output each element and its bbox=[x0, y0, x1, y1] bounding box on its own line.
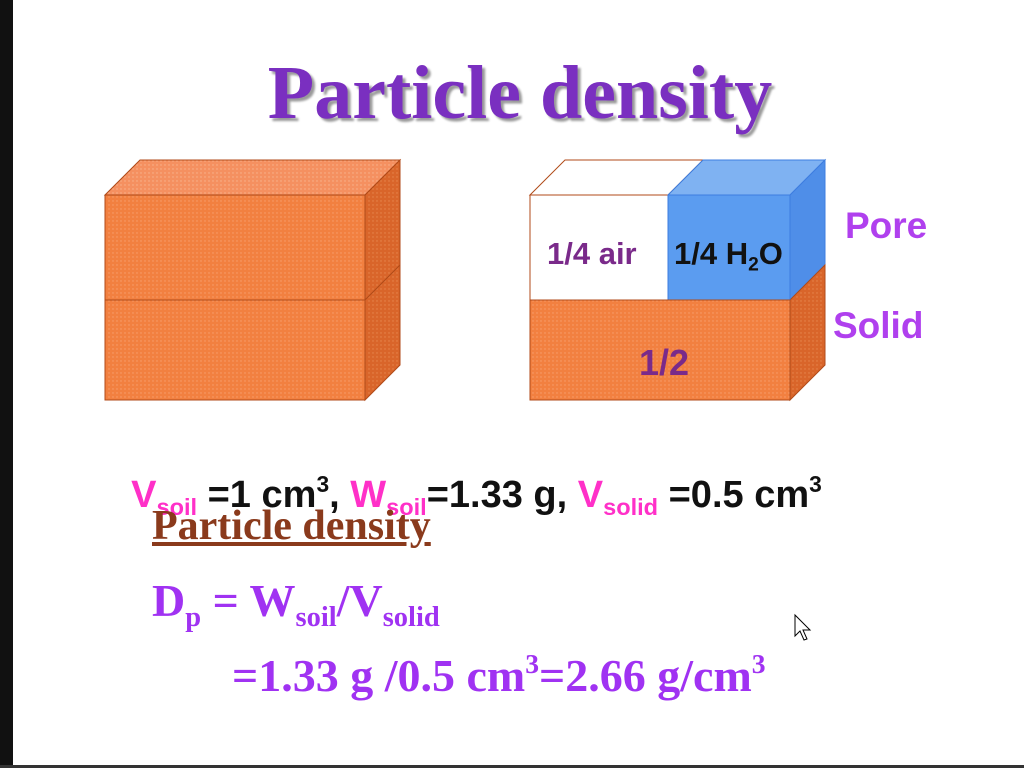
symbol: V bbox=[577, 473, 604, 516]
text: = W bbox=[201, 575, 296, 626]
superscript: 3 bbox=[316, 471, 330, 497]
water-label-text: O bbox=[758, 236, 783, 271]
water-label: 1/4 H2O bbox=[674, 236, 783, 277]
subscript: solid bbox=[603, 494, 659, 521]
mouse-cursor bbox=[794, 613, 812, 641]
heading: Particle density bbox=[152, 503, 431, 549]
cube-divider bbox=[105, 264, 401, 301]
superscript: 3 bbox=[751, 648, 766, 679]
text: , bbox=[329, 473, 351, 516]
solid-front bbox=[529, 299, 791, 401]
water-label-text: 1/4 H bbox=[674, 236, 749, 271]
bottom-border bbox=[0, 765, 1024, 768]
air-label: 1/4 air bbox=[547, 236, 637, 271]
symbol: W bbox=[350, 473, 387, 516]
text: =2.66 g/cm bbox=[539, 649, 752, 701]
result: =1.33 g /0.5 cm3=2.66 g/cm3 bbox=[232, 648, 766, 702]
formula: Dp = Wsoil/Vsolid bbox=[152, 574, 440, 634]
text: =1.33 g /0.5 cm bbox=[232, 649, 526, 701]
water-label-sub: 2 bbox=[748, 254, 759, 276]
text: =1 cm bbox=[197, 473, 317, 516]
title: Particle density bbox=[267, 51, 773, 135]
given-values: Vsoil =1 cm3, Wsoil=1.33 g, Vsolid =0.5 … bbox=[110, 428, 822, 521]
superscript: 3 bbox=[809, 471, 822, 497]
subscript: solid bbox=[382, 601, 440, 633]
subscript: soil bbox=[156, 494, 198, 521]
text: D bbox=[152, 575, 186, 626]
subscript: p bbox=[185, 601, 202, 633]
superscript: 3 bbox=[525, 648, 540, 679]
left-border bbox=[0, 0, 13, 768]
solid-label: Solid bbox=[833, 305, 924, 346]
air-front bbox=[529, 194, 669, 301]
subscript: soil bbox=[386, 494, 427, 521]
soil-cube bbox=[103, 158, 402, 402]
subscript: soil bbox=[295, 601, 337, 633]
cube-side bbox=[364, 158, 401, 402]
pore-label: Pore bbox=[845, 205, 928, 246]
cube-front bbox=[104, 194, 366, 401]
phase-cube bbox=[528, 158, 827, 402]
text: =1.33 g, bbox=[426, 473, 578, 516]
cube-top bbox=[103, 159, 402, 196]
symbol: V bbox=[131, 473, 157, 516]
text: /V bbox=[336, 575, 383, 626]
solid-fraction-label: 1/2 bbox=[639, 342, 690, 383]
text: =0.5 cm bbox=[658, 473, 810, 516]
